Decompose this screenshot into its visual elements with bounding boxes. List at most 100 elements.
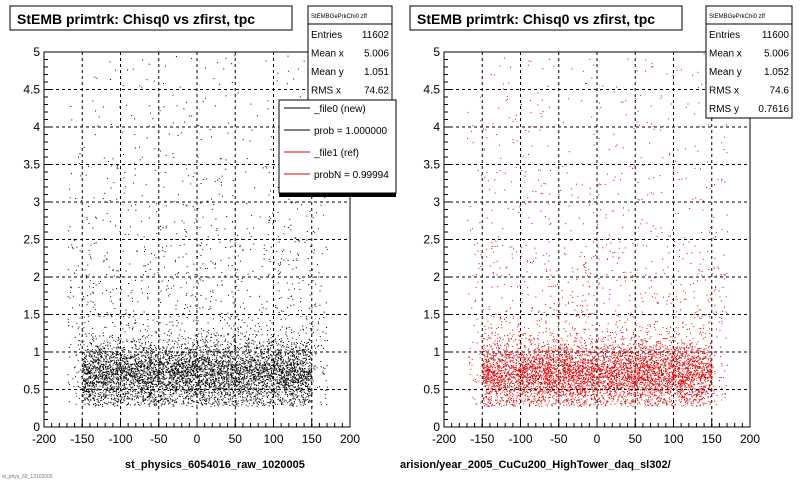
data-point xyxy=(86,358,88,360)
data-point xyxy=(168,340,170,342)
data-point xyxy=(188,352,190,354)
data-point xyxy=(97,395,99,397)
data-point xyxy=(299,377,300,379)
data-point xyxy=(122,347,124,349)
data-point xyxy=(222,361,224,362)
data-point xyxy=(228,356,230,358)
data-point xyxy=(134,376,136,378)
data-point xyxy=(305,345,307,347)
data-point xyxy=(255,367,257,369)
data-point xyxy=(299,372,301,374)
data-point xyxy=(203,371,205,373)
data-point xyxy=(107,314,109,316)
data-point xyxy=(275,341,277,343)
data-point xyxy=(224,372,226,374)
data-point xyxy=(105,372,107,374)
data-point xyxy=(265,249,267,251)
data-point xyxy=(205,374,207,376)
data-point xyxy=(214,364,216,366)
data-point xyxy=(143,374,145,376)
data-point xyxy=(204,365,206,366)
data-point xyxy=(314,368,316,370)
data-point xyxy=(143,350,144,351)
data-point xyxy=(173,122,175,124)
data-point xyxy=(185,352,187,354)
data-point xyxy=(296,260,298,262)
data-point xyxy=(292,365,294,367)
data-point xyxy=(232,373,234,375)
data-point xyxy=(237,372,239,374)
data-point xyxy=(230,353,232,355)
data-point xyxy=(251,319,253,321)
data-point xyxy=(232,368,234,370)
data-point xyxy=(148,105,150,107)
data-point xyxy=(102,219,104,221)
data-point xyxy=(290,394,292,396)
data-point xyxy=(223,390,225,392)
data-point xyxy=(241,347,243,348)
data-point xyxy=(99,375,101,377)
data-point xyxy=(113,383,115,385)
data-point xyxy=(100,364,102,366)
data-point xyxy=(127,404,129,405)
data-point xyxy=(306,372,308,374)
data-point xyxy=(181,362,183,364)
data-point xyxy=(292,386,294,388)
data-point xyxy=(123,377,125,379)
data-point xyxy=(177,379,178,381)
data-point xyxy=(218,401,220,403)
data-point xyxy=(209,382,210,384)
data-point xyxy=(155,367,156,368)
data-point xyxy=(130,380,132,382)
data-point xyxy=(97,354,99,356)
data-point xyxy=(145,343,146,345)
data-point xyxy=(243,373,245,375)
data-point xyxy=(176,369,178,371)
data-point xyxy=(138,361,140,363)
data-point xyxy=(117,367,119,369)
data-point xyxy=(268,216,270,218)
data-point xyxy=(210,248,212,250)
data-point xyxy=(243,361,245,363)
data-point xyxy=(233,349,235,351)
data-point xyxy=(164,251,166,253)
data-point xyxy=(196,369,198,370)
data-point xyxy=(166,360,168,362)
data-point xyxy=(87,370,89,372)
data-point xyxy=(249,395,251,397)
data-point xyxy=(277,379,279,381)
data-point xyxy=(259,363,261,365)
data-point xyxy=(235,359,237,361)
data-point xyxy=(164,266,165,268)
data-point xyxy=(98,381,100,383)
data-point xyxy=(252,333,254,335)
data-point xyxy=(173,379,175,381)
data-point xyxy=(142,354,144,356)
data-point xyxy=(233,378,235,379)
data-point xyxy=(252,270,254,272)
data-point xyxy=(314,232,316,234)
data-point xyxy=(240,387,242,389)
data-point xyxy=(279,352,281,354)
data-point xyxy=(160,367,161,369)
data-point xyxy=(246,395,248,397)
data-point xyxy=(295,346,297,348)
data-point xyxy=(139,360,141,362)
data-point xyxy=(148,403,150,405)
data-point xyxy=(141,391,143,393)
data-point xyxy=(119,382,121,383)
data-point xyxy=(304,349,306,350)
data-point xyxy=(245,363,247,365)
data-point xyxy=(101,399,103,401)
data-point xyxy=(128,392,130,394)
data-point xyxy=(93,403,95,405)
data-point xyxy=(165,385,167,387)
data-point xyxy=(303,345,305,347)
data-point xyxy=(159,110,161,112)
data-point xyxy=(253,395,255,397)
data-point xyxy=(100,357,102,359)
data-point xyxy=(311,400,313,402)
data-point xyxy=(281,401,283,403)
data-point xyxy=(191,374,193,375)
data-point xyxy=(225,392,227,393)
